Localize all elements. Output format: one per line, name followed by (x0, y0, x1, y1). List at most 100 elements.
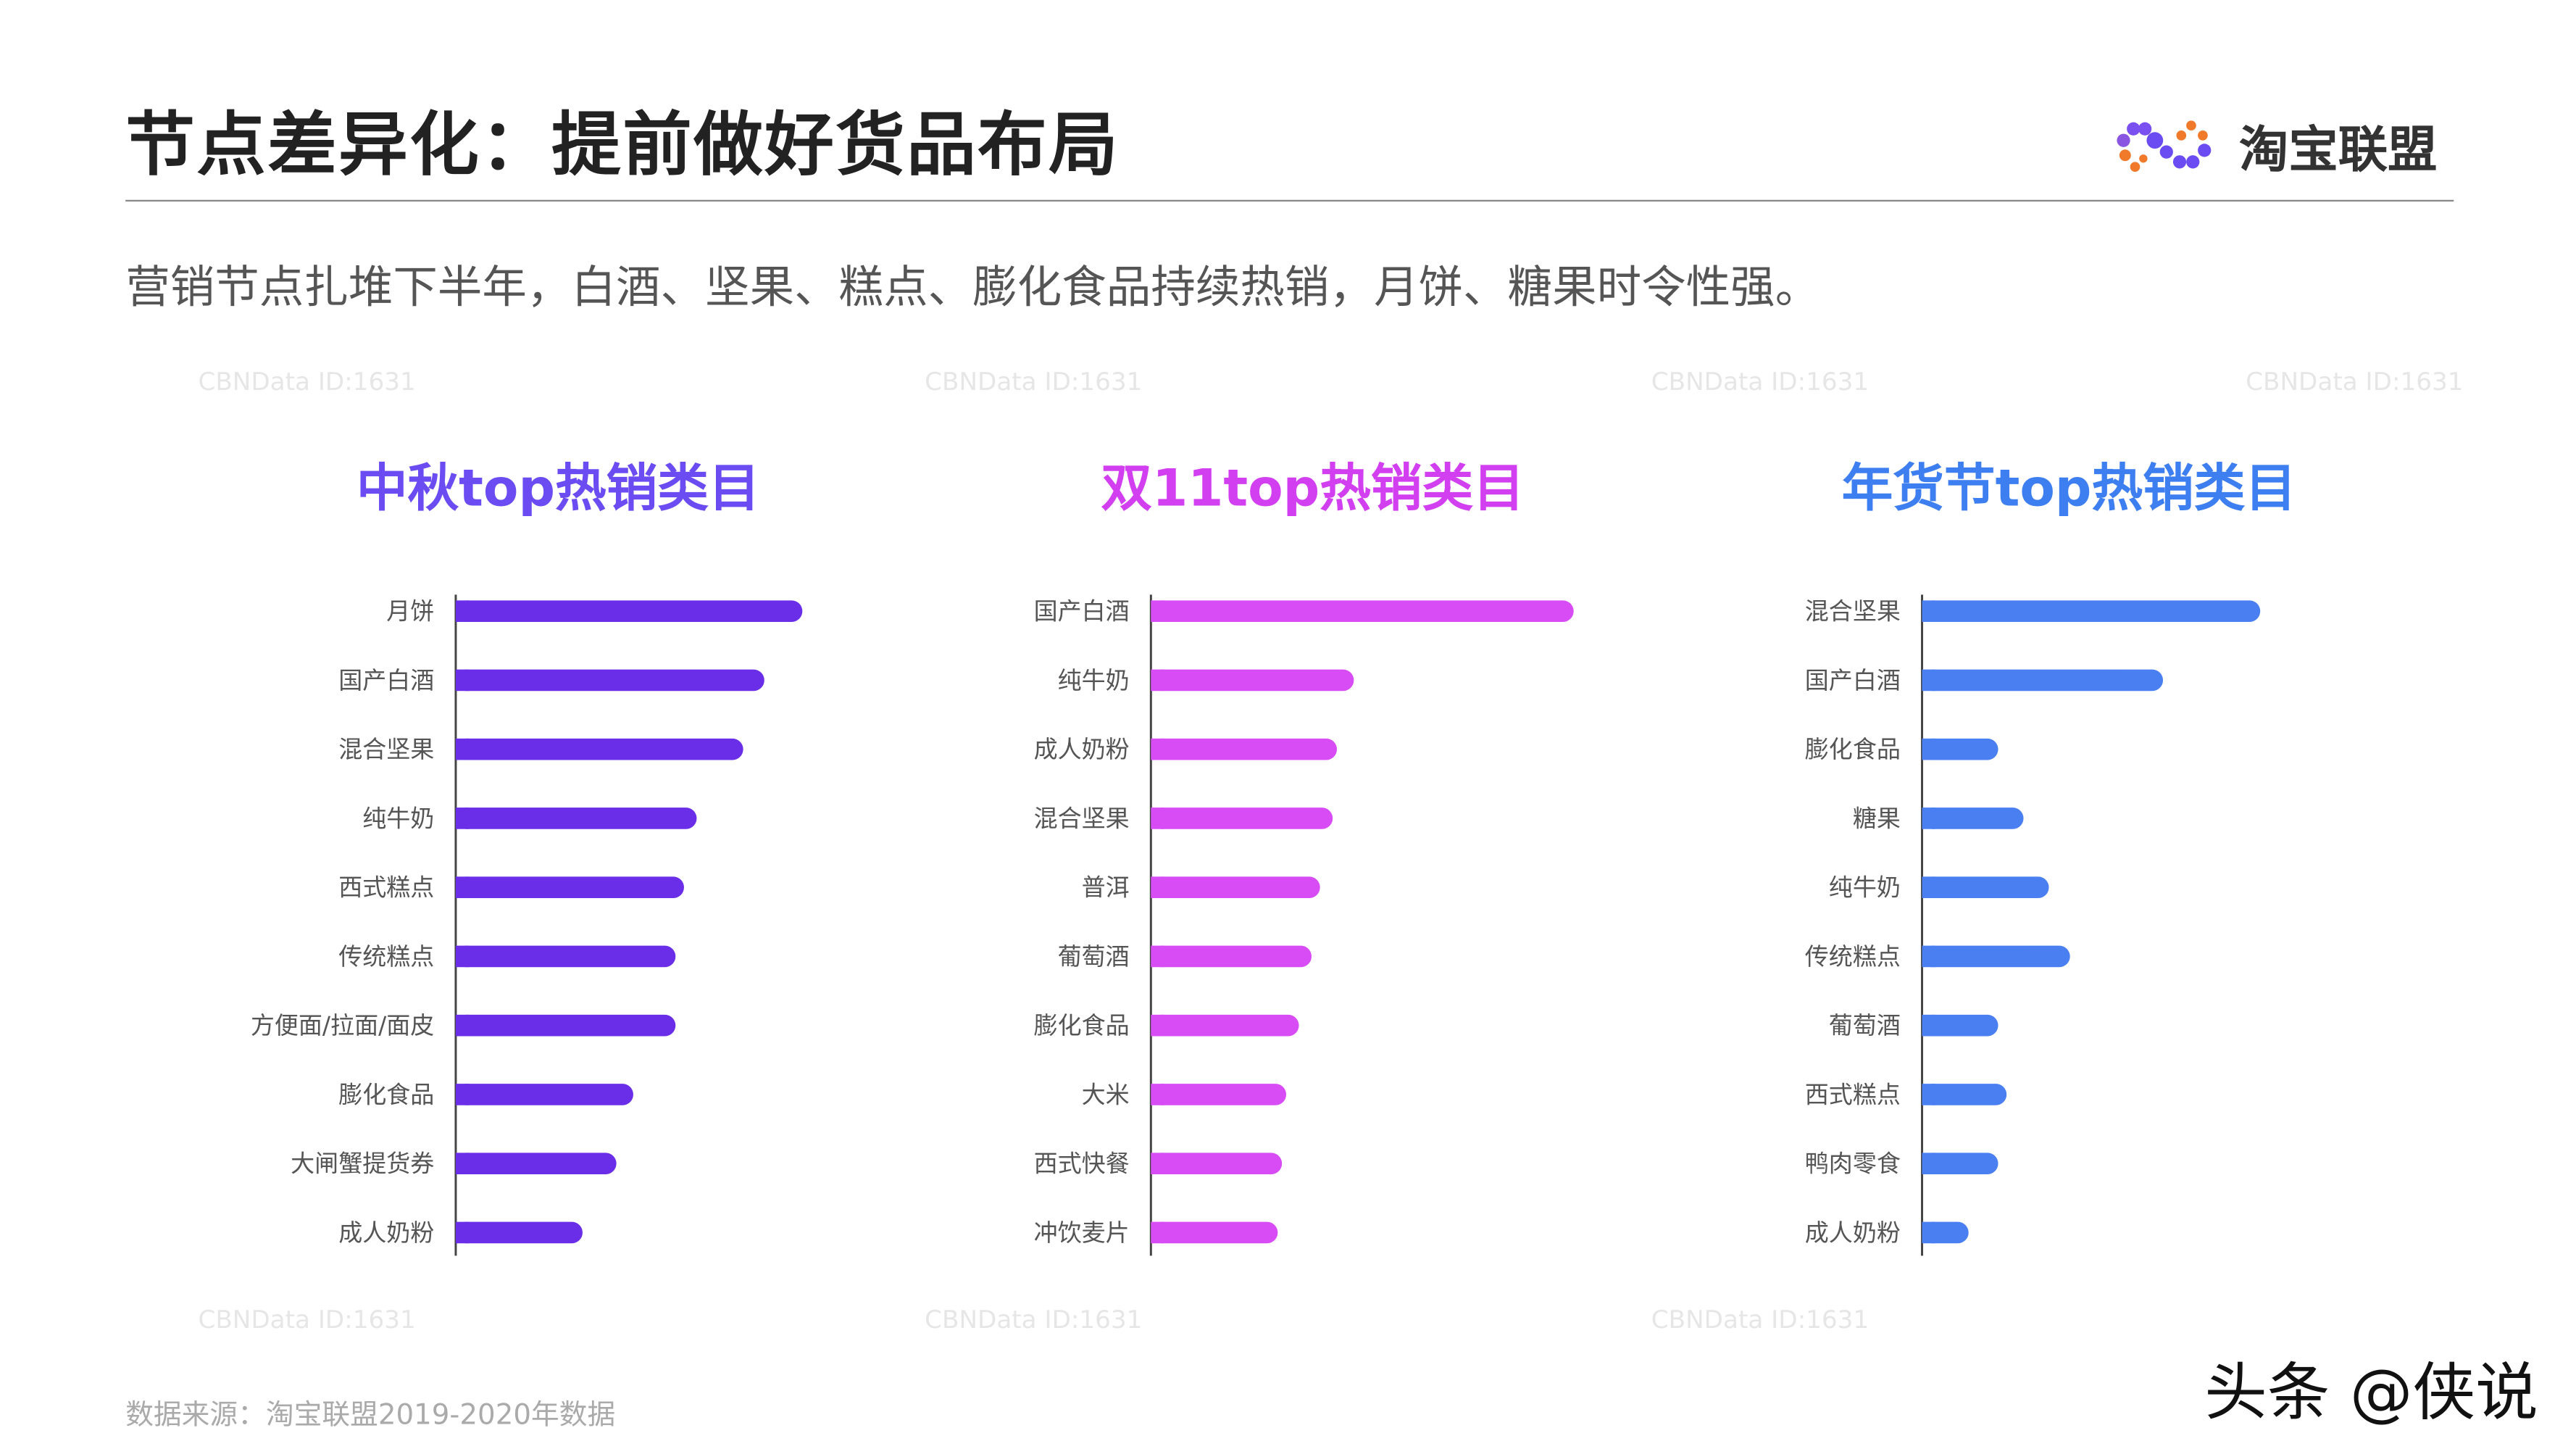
chart-mid-autumn: 月饼国产白酒混合坚果纯牛奶西式糕点传统糕点方便面/拉面/面皮膨化食品大闸蟹提货券… (251, 594, 803, 1256)
category-label: 混合坚果 (1805, 597, 1901, 626)
bar-base (1151, 738, 1164, 760)
category-label: 冲饮麦片 (1034, 1218, 1130, 1247)
category-label: 大米 (1082, 1080, 1130, 1108)
bar (1151, 1153, 1283, 1174)
bar-base (1922, 807, 1935, 829)
bar (1151, 1014, 1299, 1037)
category-label: 鸭肉零食 (1805, 1150, 1901, 1178)
cbndata-watermark: CBNData ID:1631 (2246, 366, 2464, 396)
bar (455, 1014, 676, 1037)
bar (1151, 1221, 1278, 1244)
category-label: 成人奶粉 (1034, 735, 1130, 763)
bar-base (1922, 1014, 1935, 1037)
bar-base (455, 1153, 470, 1174)
bar (455, 738, 743, 760)
page-subtitle: 营销节点扎堆下半年，白酒、坚果、糕点、膨化食品持续热销，月饼、糖果时令性强。 (125, 262, 1820, 314)
bar (1151, 1084, 1287, 1105)
page-title: 节点差异化：提前做好货品布局 (125, 104, 1120, 186)
cbndata-watermark: CBNData ID:1631 (1651, 1305, 1870, 1335)
bar (1922, 669, 2164, 692)
bar (1151, 807, 1333, 829)
bar (455, 600, 803, 622)
bar (1922, 1153, 1998, 1174)
taobao-union-logo-icon (2117, 120, 2212, 172)
bar-base (1151, 945, 1164, 968)
bar-base (1922, 1221, 1935, 1244)
category-label: 糖果 (1853, 804, 1901, 832)
category-label: 纯牛奶 (1058, 666, 1130, 694)
category-label: 膨化食品 (338, 1080, 434, 1108)
category-label: 西式糕点 (338, 873, 434, 902)
category-label: 大闸蟹提货券 (291, 1150, 434, 1178)
bar-base (455, 945, 470, 968)
category-label: 普洱 (1082, 873, 1130, 902)
category-label: 传统糕点 (1805, 942, 1901, 971)
category-label: 月饼 (386, 597, 434, 626)
data-source: 数据来源：淘宝联盟2019-2020年数据 (125, 1399, 616, 1432)
cbndata-watermark: CBNData ID:1631 (925, 366, 1143, 396)
bar (1922, 738, 1998, 760)
category-label: 方便面/拉面/面皮 (251, 1011, 434, 1039)
bar (1922, 1084, 2007, 1105)
bar-base (1151, 1221, 1164, 1244)
bar-base (1151, 600, 1164, 622)
bar-base (1922, 600, 1935, 622)
bar (1151, 600, 1574, 622)
bar (455, 1153, 617, 1174)
bar (455, 1221, 583, 1244)
category-label: 混合坚果 (1034, 804, 1130, 832)
category-label: 纯牛奶 (362, 804, 434, 832)
bar (1922, 945, 2070, 968)
cbndata-watermark: CBNData ID:1631 (1651, 366, 1870, 396)
bar-base (1922, 1084, 1935, 1105)
category-label: 西式快餐 (1034, 1150, 1130, 1178)
bar (1922, 1014, 1998, 1037)
credit-watermark: 头条 @侠说 (2204, 1355, 2538, 1429)
bar-base (1922, 876, 1935, 898)
bar (455, 807, 697, 829)
bar-base (455, 738, 470, 760)
chart-title-mid-autumn: 中秋top热销类目 (356, 459, 760, 519)
bar (455, 876, 684, 898)
cbndata-watermark: CBNData ID:1631 (198, 366, 416, 396)
category-label: 葡萄酒 (1058, 942, 1130, 971)
bar-base (1922, 738, 1935, 760)
title-divider (125, 199, 2454, 202)
logo-text: 淘宝联盟 (2239, 122, 2438, 180)
chart-title-new-year: 年货节top热销类目 (1841, 459, 2297, 519)
bar-base (1151, 1153, 1164, 1174)
cbndata-watermark: CBNData ID:1631 (925, 1305, 1143, 1335)
category-label: 混合坚果 (338, 735, 434, 763)
bar-base (1922, 1153, 1935, 1174)
bar (1151, 945, 1312, 968)
logo: 淘宝联盟 (2114, 109, 2438, 181)
bar (455, 1084, 633, 1105)
bar (455, 945, 676, 968)
bar (455, 669, 764, 692)
bar-base (1151, 807, 1164, 829)
bar (1922, 807, 2024, 829)
category-label: 成人奶粉 (338, 1218, 434, 1247)
category-label: 传统糕点 (338, 942, 434, 971)
category-label: 葡萄酒 (1829, 1011, 1901, 1039)
chart-title-double-11: 双11top热销类目 (1101, 459, 1525, 519)
bar-base (455, 1084, 470, 1105)
bar-base (455, 1014, 470, 1037)
bar-base (455, 876, 470, 898)
cbndata-watermark: CBNData ID:1631 (198, 1305, 416, 1335)
bar-base (455, 600, 470, 622)
category-label: 国产白酒 (338, 666, 434, 694)
bar-base (455, 807, 470, 829)
bar-base (1151, 1084, 1164, 1105)
bar-base (1151, 1014, 1164, 1037)
category-label: 西式糕点 (1805, 1080, 1901, 1108)
category-label: 成人奶粉 (1805, 1218, 1901, 1247)
bar-base (1151, 876, 1164, 898)
bar-base (1922, 945, 1935, 968)
bar (1922, 876, 2049, 898)
bar-base (1151, 669, 1164, 692)
bar-base (455, 1221, 470, 1244)
